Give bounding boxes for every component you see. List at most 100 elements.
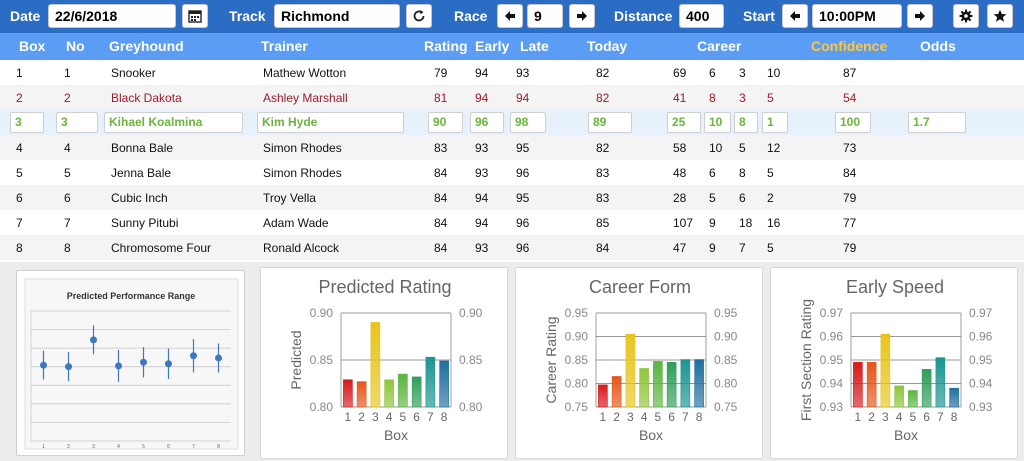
y-tick-label-right: 0.95 <box>714 306 738 320</box>
start-input[interactable]: 10:00PM <box>812 4 902 28</box>
y-axis-label: First Section Rating <box>798 299 814 421</box>
cell-greyhound: Jenna Bale <box>111 166 172 180</box>
header-no[interactable]: No <box>66 38 85 54</box>
cell-c3: 8 <box>739 166 746 180</box>
cell-c1: 107 <box>673 216 694 230</box>
bar-box-3 <box>625 333 636 408</box>
header-greyhound[interactable]: Greyhound <box>109 38 184 54</box>
bar-box-7 <box>680 359 691 408</box>
cell-today[interactable]: 89 <box>588 112 632 133</box>
y-tick-label-left: 0.90 <box>565 330 589 344</box>
cell-confidence: 79 <box>843 191 857 205</box>
cell-c3[interactable]: 8 <box>734 112 758 133</box>
x-tick-label: 4 <box>386 410 393 424</box>
cell-box: 4 <box>16 141 23 155</box>
race-input[interactable]: 9 <box>527 4 563 28</box>
bar-box-1 <box>343 379 353 408</box>
x-tick-label: 2 <box>67 444 70 450</box>
bar-box-2 <box>356 381 367 408</box>
header-rating[interactable]: Rating <box>424 38 468 54</box>
arrow-right-icon <box>577 11 587 21</box>
refresh-button[interactable] <box>406 4 432 28</box>
cell-box: 2 <box>16 91 23 105</box>
cell-box: 6 <box>16 191 23 205</box>
start-prev-button[interactable] <box>782 4 808 28</box>
header-late[interactable]: Late <box>520 38 549 54</box>
predicted-rating-panel: Predicted Rating 0.80 0.80 0.85 0.85 0.90 0.90… <box>260 267 508 459</box>
date-input[interactable]: 22/6/2018 <box>48 4 176 28</box>
settings-button[interactable] <box>953 4 979 28</box>
header-confidence[interactable]: Confidence <box>811 38 888 54</box>
cell-box[interactable]: 3 <box>10 112 44 133</box>
y-axis-label: Predicted <box>288 330 304 389</box>
cell-c1: 58 <box>673 141 687 155</box>
cell-today: 84 <box>596 241 610 255</box>
table-row[interactable]: 3 3 Kihael Koalmina Kim Hyde 90 96 98 89 25 10 8 1 1… <box>0 110 1024 135</box>
cell-greyhound[interactable]: Kihael Koalmina <box>104 112 243 133</box>
table-row[interactable]: 4 4 Bonna Bale Simon Rhodes 83 93 95 82 58 10 5 12 7… <box>0 135 1024 160</box>
y-tick-label-left: 0.96 <box>820 330 844 344</box>
bar-box-5 <box>653 361 663 408</box>
header-box[interactable]: Box <box>19 38 46 54</box>
bar-box-1 <box>598 384 608 408</box>
performance-range-chart: Predicted Performance Range 1 2 3 4 5 6 7 8 <box>16 270 245 456</box>
distance-input[interactable]: 400 <box>679 4 724 28</box>
cell-c3: 3 <box>739 66 746 80</box>
cell-odds[interactable]: 1.7 <box>908 112 966 133</box>
cell-c4: 16 <box>767 216 781 230</box>
arrow-left-icon <box>505 11 515 21</box>
x-axis-label: Box <box>384 427 408 443</box>
table-row[interactable]: 2 2 Black Dakota Ashley Marshall 81 94 94 82 41 8… <box>0 85 1024 110</box>
cell-c1: 41 <box>673 91 687 105</box>
x-tick-label: 5 <box>655 410 662 424</box>
start-next-button[interactable] <box>907 4 933 28</box>
cell-c4: 5 <box>767 241 774 255</box>
x-axis-label: Box <box>894 427 918 443</box>
header-today[interactable]: Today <box>587 38 628 54</box>
track-input[interactable]: Richmond <box>274 4 400 28</box>
table-row[interactable]: 5 5 Jenna Bale Simon Rhodes 84 93 96 83 48 6 8 5 84 <box>0 160 1024 185</box>
table-row[interactable]: 6 6 Cubic Inch Troy Vella 84 94 95 83 28 5 6 2 79 <box>0 185 1024 210</box>
cell-c4: 10 <box>767 66 781 80</box>
cell-c4: 2 <box>767 191 774 205</box>
table-row[interactable]: 8 8 Chromosome Four Ronald Alcock 84 93 96 84 47… <box>0 235 1024 260</box>
cell-late[interactable]: 98 <box>510 112 546 133</box>
header-early[interactable]: Early <box>475 38 510 54</box>
header-trainer[interactable]: Trainer <box>261 38 308 54</box>
table-header: Box No Greyhound Trainer Rating Early La… <box>0 33 1024 60</box>
cell-c4[interactable]: 1 <box>762 112 788 133</box>
y-tick-label-left: 0.95 <box>820 353 844 367</box>
x-tick-label: 1 <box>345 410 352 424</box>
cell-confidence: 87 <box>843 66 857 80</box>
cell-today: 83 <box>596 166 610 180</box>
cell-early[interactable]: 96 <box>470 112 504 133</box>
header-career[interactable]: Career <box>697 38 742 54</box>
calendar-button[interactable] <box>182 4 208 28</box>
data-point-3 <box>90 336 97 344</box>
cell-late: 93 <box>516 66 530 80</box>
chart-title: Career Form <box>589 277 691 297</box>
cell-no: 5 <box>64 166 71 180</box>
cell-trainer[interactable]: Kim Hyde <box>257 112 404 133</box>
cell-no[interactable]: 3 <box>56 112 98 133</box>
race-next-button[interactable] <box>569 4 595 28</box>
cell-c1[interactable]: 25 <box>667 112 701 133</box>
x-tick-label: 4 <box>641 410 648 424</box>
y-tick-label-left: 0.80 <box>565 377 589 391</box>
cell-trainer: Troy Vella <box>263 191 316 205</box>
cell-confidence[interactable]: 100 <box>835 112 871 133</box>
table-row[interactable]: 7 7 Sunny Pitubi Adam Wade 84 94 96 85 107 9 18 16 7… <box>0 210 1024 235</box>
y-tick-label-right: 0.80 <box>714 377 738 391</box>
cell-rating[interactable]: 90 <box>428 112 463 133</box>
cell-late: 96 <box>516 241 530 255</box>
x-tick-label: 6 <box>668 410 675 424</box>
header-odds[interactable]: Odds <box>920 38 956 54</box>
refresh-icon <box>413 10 425 22</box>
race-prev-button[interactable] <box>497 4 523 28</box>
cell-early: 94 <box>475 66 489 80</box>
charts-area: Predicted Performance Range 1 2 3 4 5 6 7 8 Pred… <box>0 262 1024 461</box>
cell-greyhound: Bonna Bale <box>111 141 174 155</box>
favorite-button[interactable] <box>987 4 1013 28</box>
cell-c2[interactable]: 10 <box>704 112 731 133</box>
table-row[interactable]: 1 1 Snooker Mathew Wotton 79 94 93 82 69 6 3 10 87 <box>0 60 1024 85</box>
